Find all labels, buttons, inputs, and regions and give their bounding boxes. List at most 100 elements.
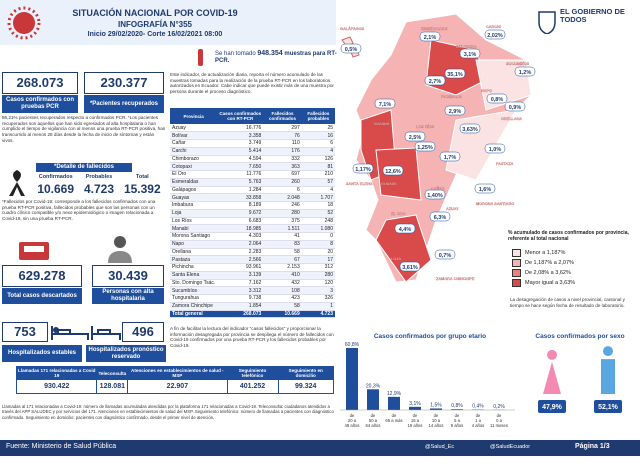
bar-value-label: 20,3%: [366, 383, 381, 389]
map-label-box: [484, 29, 506, 40]
table-cell: 1.854: [217, 302, 264, 311]
x-tick-label: de 65 a más: [385, 413, 402, 423]
bar-value-label: 1,5%: [430, 402, 442, 408]
bed-icon: [91, 326, 121, 340]
map-label: 1,17%: [355, 167, 371, 173]
deaths-col: Probables: [85, 174, 113, 180]
total-row: Total general 268.073 10.669 4.723: [170, 310, 335, 319]
province-name: ORELLANA: [501, 117, 522, 121]
map-label: 1,25%: [417, 145, 433, 151]
table-row: Galápagos 1.284 6 4: [170, 186, 335, 195]
table-cell: Manabí: [170, 224, 218, 233]
map-label: 2,7%: [429, 79, 442, 85]
table-row: Manabí 18.985 1.511 1.080: [170, 224, 335, 233]
province-name: NAPO: [481, 89, 492, 93]
legend-swatch: [512, 259, 521, 267]
map-label-box: [486, 93, 508, 104]
table-cell: 6: [301, 139, 335, 148]
kpi-value: 268.073: [2, 72, 78, 94]
map-label-box: [382, 165, 404, 176]
legend-label: Mayor igual a 3,63%: [525, 280, 576, 286]
kpi-label: Hospitalizados estables: [2, 345, 82, 362]
table-cell: 297: [263, 124, 302, 133]
province-name: GALÁPAGOS: [340, 26, 365, 31]
table-cell: 58: [263, 248, 302, 257]
bar: [388, 396, 400, 410]
legend-swatch: [512, 249, 521, 257]
map-label-box: [439, 151, 461, 162]
table-row: Guayas 33.858 2.048 1.707: [170, 193, 335, 202]
table-cell: 246: [263, 201, 302, 210]
map-label: 0,7%: [439, 253, 452, 259]
person-icon: [543, 349, 561, 394]
map-label: 1,7%: [444, 155, 457, 161]
table-cell: Santa Elena: [170, 271, 218, 280]
table-cell: Chimborazo: [170, 155, 218, 164]
table-cell: 9.672: [217, 209, 264, 218]
table-cell: Cotopaxi: [170, 162, 218, 171]
map-label: 4,4%: [399, 227, 412, 233]
bar: [430, 408, 442, 410]
legend-swatch: [512, 279, 521, 287]
legend-item: De 2,08% a 3,62%: [512, 268, 632, 278]
services-table: Llamadas 171 relacionadas a Covid 19 Tele…: [15, 366, 334, 394]
table-cell: 375: [263, 217, 302, 226]
table-cell: 57: [301, 178, 335, 187]
bar-value-label: 0,4%: [472, 404, 484, 410]
table-cell: 41: [263, 232, 302, 241]
map-label: 12,6%: [385, 169, 401, 175]
table-cell: 1.080: [301, 224, 335, 233]
legend-label: Menor a 1,187%: [525, 250, 566, 256]
bar: [367, 389, 379, 410]
table-cell: 7.650: [217, 162, 264, 171]
table-cell: Orellana: [170, 248, 218, 257]
deaths-value: 10.669: [37, 182, 75, 196]
table-cell: 76: [263, 131, 302, 140]
logo: EL GOBIERNO DE TODOS: [560, 7, 625, 25]
table-cell: 58: [263, 302, 302, 311]
value-box: [538, 400, 566, 413]
table-cell: Napo: [170, 240, 218, 249]
table-cell: 33.858: [217, 193, 264, 202]
services-value: 930.422: [15, 379, 98, 394]
map-label: 1,40%: [427, 193, 443, 199]
recovered-note: 86,21% pacientes recuperados respecto a …: [2, 115, 166, 143]
header-row: Provincia Casos confirmados con RT-PCR Fal…: [170, 108, 335, 124]
map-label-box: [414, 141, 436, 152]
table-cell: 16: [301, 131, 335, 140]
icon-head: [603, 346, 613, 357]
services-note: Llamadas al 171 relacionadas a Covid-19:…: [2, 404, 334, 420]
value-box: [594, 400, 622, 413]
footer-band: [0, 440, 640, 456]
table-cell: 312: [301, 263, 335, 272]
map-label-box: [434, 249, 456, 260]
table-row: Cañar 3.749 110 6: [170, 139, 335, 148]
table-note: A fin de facilitar la lectura del indica…: [170, 326, 334, 349]
province-name: PICHINCHA: [441, 95, 462, 99]
map-label: 0,9%: [509, 105, 522, 111]
kpi-label: *Pacientes recuperados: [84, 95, 164, 113]
table-cell: 7.162: [217, 279, 264, 288]
map-label: 7,1%: [379, 102, 392, 108]
map-label-box: [419, 31, 441, 42]
value-label: 52,1%: [598, 404, 619, 411]
province-name: CAÑAR: [431, 186, 445, 191]
map-label-box: [429, 211, 451, 222]
table-cell: 120: [301, 279, 335, 288]
table-cell: 1: [301, 302, 335, 311]
kpi-label: Casos confirmados con pruebas PCR: [2, 95, 78, 113]
table-cell: 16.776: [217, 124, 264, 133]
value-row: 930.422 128.081 22.907 401.252 99.324: [15, 379, 334, 394]
table-cell: 4: [301, 186, 335, 195]
table-cell: 67: [263, 255, 302, 264]
table-row: Orellana 2.283 58 20: [170, 248, 335, 257]
table-cell: 108: [263, 286, 302, 295]
deaths-value: 15.392: [123, 182, 161, 196]
table-cell: 326: [301, 294, 335, 303]
table-cell: Pichincha: [170, 263, 218, 272]
table-cell: 6: [263, 186, 302, 195]
icon-head: [547, 349, 557, 360]
footer-twitter: @Salud_Ec: [425, 444, 455, 450]
table-cell: 697: [263, 170, 302, 179]
table-total: 10.669: [263, 310, 302, 319]
